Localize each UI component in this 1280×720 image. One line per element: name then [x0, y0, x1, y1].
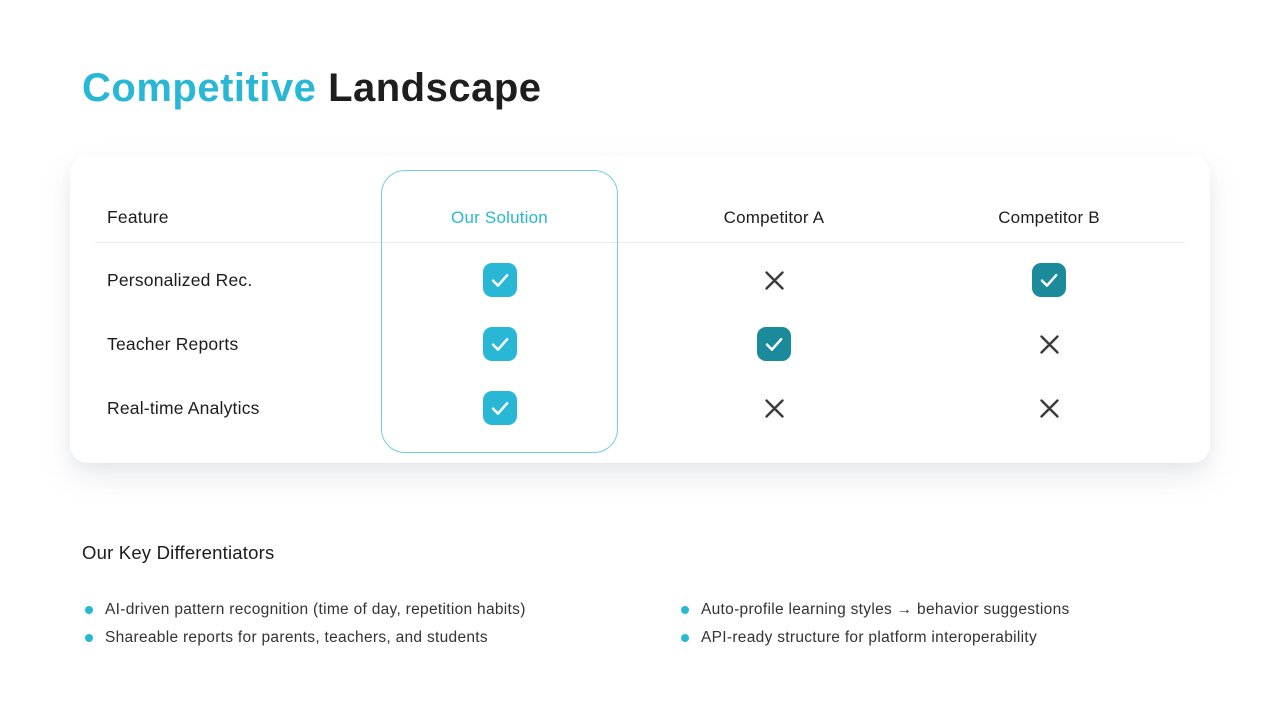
- header-divider: [95, 242, 1185, 243]
- column-header-our-solution: Our Solution: [451, 207, 548, 227]
- feature-label: Teacher Reports: [107, 333, 239, 354]
- competitor-a-cell: [618, 376, 930, 440]
- check-icon: [482, 391, 517, 425]
- comparison-table: Feature Our Solution Competitor A Compet…: [70, 155, 1210, 463]
- bullet-dot-icon: [681, 634, 689, 642]
- competitor-b-cell: [930, 248, 1168, 312]
- feature-label: Real-time Analytics: [107, 397, 260, 418]
- column-header-feature: Feature: [107, 207, 169, 227]
- competitor-b-cell: [930, 376, 1168, 440]
- differentiators-list-right: Auto-profile learning styles → behavior …: [681, 596, 1221, 652]
- list-item: Shareable reports for parents, teachers,…: [85, 624, 645, 652]
- list-item: Auto-profile learning styles → behavior …: [681, 596, 1221, 624]
- cross-icon: [1039, 334, 1059, 354]
- cross-icon: [1039, 398, 1059, 418]
- page-title-rest: Landscape: [328, 66, 542, 110]
- page-title-accent: Competitive: [82, 66, 317, 110]
- column-header-competitor-b: Competitor B: [998, 207, 1100, 227]
- cross-icon: [764, 398, 784, 418]
- list-item-text: AI-driven pattern recognition (time of d…: [105, 601, 526, 618]
- list-item-text: API-ready structure for platform interop…: [701, 629, 1038, 646]
- page-title: Competitive Landscape: [82, 66, 542, 111]
- our-solution-cell: [381, 248, 618, 312]
- our-solution-cell: [381, 312, 618, 376]
- differentiators-heading: Our Key Differentiators: [82, 542, 275, 563]
- list-item: API-ready structure for platform interop…: [681, 624, 1221, 652]
- bullet-dot-icon: [85, 606, 93, 614]
- bullet-dot-icon: [681, 606, 689, 614]
- our-solution-cell: [381, 376, 618, 440]
- list-item-text: Auto-profile learning styles → behavior …: [701, 601, 1070, 618]
- check-icon: [482, 327, 517, 361]
- cross-icon: [764, 270, 784, 290]
- list-item-text: Shareable reports for parents, teachers,…: [105, 629, 488, 646]
- check-icon: [1032, 263, 1066, 297]
- check-icon: [757, 327, 791, 361]
- list-item: AI-driven pattern recognition (time of d…: [85, 596, 645, 624]
- competitor-b-cell: [930, 312, 1168, 376]
- competitor-a-cell: [618, 248, 930, 312]
- feature-label: Personalized Rec.: [107, 269, 253, 290]
- check-icon: [482, 263, 517, 297]
- differentiators-list-left: AI-driven pattern recognition (time of d…: [85, 596, 645, 652]
- competitor-a-cell: [618, 312, 930, 376]
- comparison-card: Feature Our Solution Competitor A Compet…: [70, 155, 1210, 463]
- bullet-dot-icon: [85, 634, 93, 642]
- column-header-competitor-a: Competitor A: [723, 207, 825, 227]
